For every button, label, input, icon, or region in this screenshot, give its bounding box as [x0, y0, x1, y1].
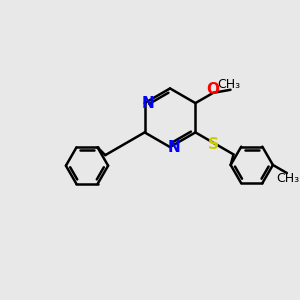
Text: S: S — [208, 137, 218, 152]
Text: CH₃: CH₃ — [218, 78, 241, 91]
Text: N: N — [167, 140, 180, 154]
Text: CH₃: CH₃ — [277, 172, 300, 184]
Text: O: O — [207, 82, 220, 98]
Text: N: N — [142, 96, 155, 111]
